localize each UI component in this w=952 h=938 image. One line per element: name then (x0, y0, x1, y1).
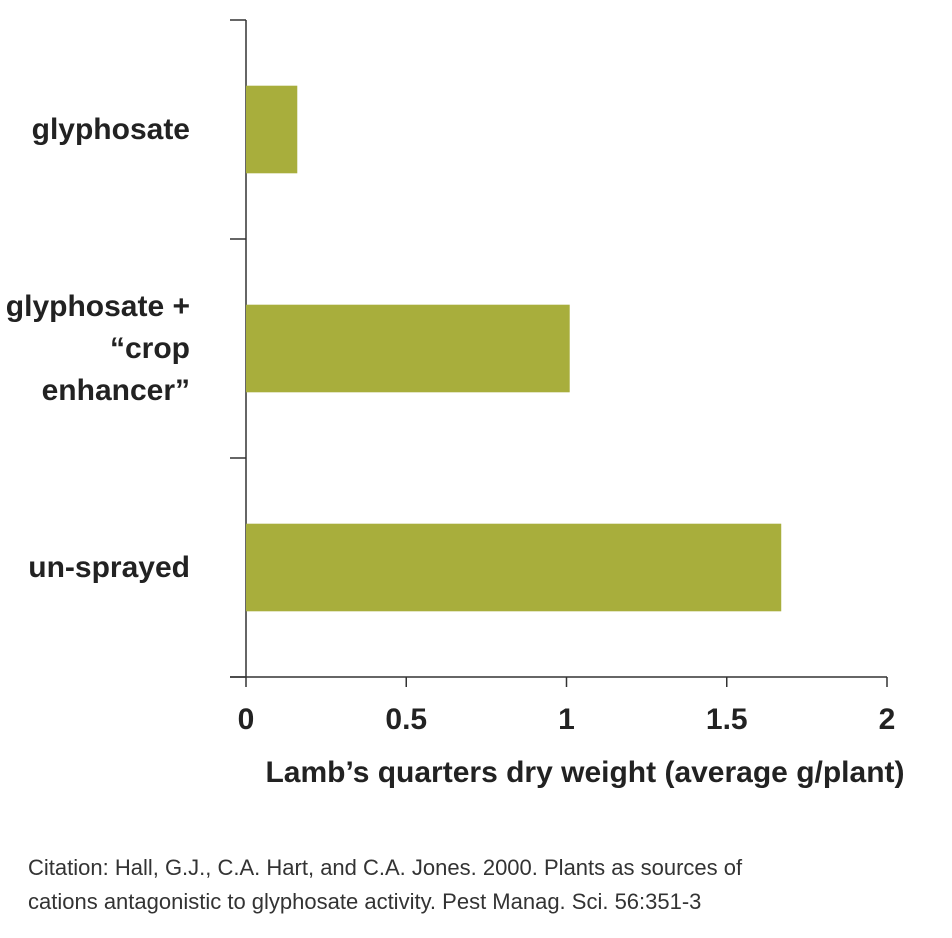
x-tick-label: 0 (238, 703, 255, 736)
x-axis-label: Lamb’s quarters dry weight (average g/pl… (265, 756, 904, 789)
citation: cations antagonistic to glyphosate activ… (28, 889, 702, 914)
citation: Citation: Hall, G.J., C.A. Hart, and C.A… (28, 855, 743, 880)
y-tick-label: glyphosate + “crop enhancer” (5, 289, 190, 407)
x-tick-label: 1.5 (706, 703, 748, 736)
x-tick-label: 0.5 (385, 703, 427, 736)
bar (246, 85, 298, 174)
bar (246, 523, 782, 612)
x-tick-label: 2 (879, 703, 896, 736)
y-tick-label: un-sprayed (28, 550, 190, 584)
x-tick-label: 1 (558, 703, 575, 736)
bar (246, 304, 570, 393)
y-tick-label: glyphosate (31, 112, 190, 146)
